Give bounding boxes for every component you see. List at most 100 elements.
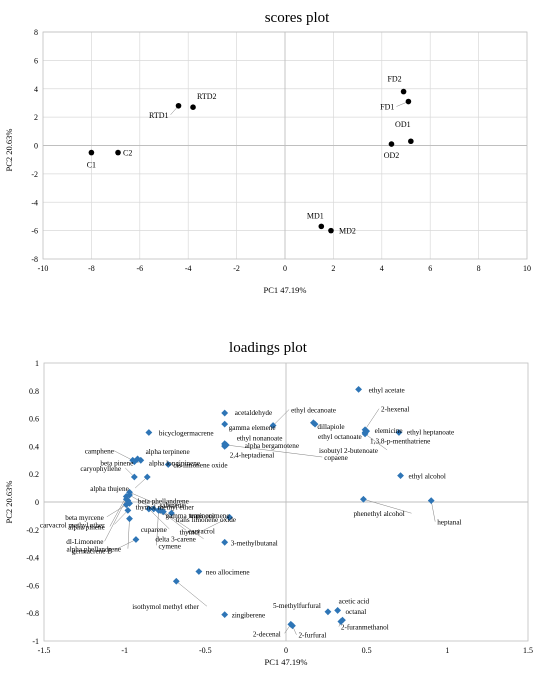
point-label-elemicine: elemicine (375, 427, 403, 435)
point-label-cuparene: cuparene (141, 526, 167, 534)
point-rtd2 (190, 104, 196, 110)
x-tick-label: 10 (523, 264, 531, 273)
point-carvacrol-methyl-ether (124, 506, 132, 514)
x-tick-label: 0.5 (362, 646, 372, 655)
y-tick-label: 1 (35, 359, 39, 368)
point-label-trans-limonene-oxide: trans limonene oxide (176, 516, 236, 524)
point-label-trans-ocimene: trans ocimene (189, 512, 229, 520)
point-ethyl-alcohol (397, 472, 404, 479)
point-label-acetic-acid: acetic acid (339, 597, 370, 605)
y-tick-label: 0.8 (29, 387, 39, 396)
point-label-beta-pinene: beta pinene (100, 460, 133, 468)
point-zingiberene (221, 611, 229, 618)
leader-alpha-pinene (109, 496, 127, 527)
point-ethyl-decanoate (269, 422, 277, 429)
point-label-rtd1: RTD1 (149, 111, 169, 120)
x-tick-label: 6 (428, 264, 432, 273)
point-label-beta-myrcene: beta myrcene (65, 514, 104, 522)
y-tick-label: 0 (35, 498, 39, 507)
point-beta-pinene (130, 458, 138, 466)
point-5-methylfurfural (324, 608, 332, 616)
y-tick-label: 0.4 (29, 442, 39, 451)
leader-ethyl-decanoate (272, 409, 290, 426)
point-isothymol-methyl-ether (172, 577, 180, 585)
point-acetic-acid (334, 607, 342, 614)
point-label-c1: C1 (87, 161, 96, 170)
point-label-od2: OD2 (384, 151, 400, 160)
point-label-ethyl-alcohol: ethyl alcohol (409, 473, 446, 481)
point-label-fd1: FD1 (380, 103, 394, 112)
point-ethyl-acetate (355, 386, 362, 393)
y-tick-label: 4 (34, 85, 38, 94)
point-isobutyl-2-butenoate (361, 430, 369, 438)
point-label-5-methylfurfural: 5-methylfurfural (273, 602, 321, 610)
point-label-alpha-thujene: alpha thujene (90, 485, 129, 493)
point-label-3-methylbutanal: 3-methylbutanal (231, 539, 278, 547)
x-tick-label: 8 (477, 264, 481, 273)
y-tick-label: 8 (34, 28, 38, 37)
loadings-point-labels: ethyl acetate acetaldehyde ethyl decanoate… (40, 386, 462, 639)
point-label-od1: OD1 (395, 120, 411, 129)
point-od1 (408, 138, 414, 145)
point-label-rtd2: RTD2 (197, 92, 217, 101)
point-label-md1: MD1 (307, 211, 324, 220)
x-tick-label: -1.5 (38, 646, 51, 655)
leader-alpha-phellandrene (127, 518, 130, 549)
y-tick-label: 2 (34, 113, 38, 122)
leader-carvacrol-methyl-ether (114, 510, 129, 525)
y-tick-label: 0 (34, 142, 38, 151)
point-label-zingiberene: zingiberene (232, 612, 266, 620)
point-germacrene-b (132, 536, 140, 543)
loadings-y-axis-label: PC2 20.63% (4, 481, 14, 524)
y-tick-label: -1 (32, 637, 39, 646)
point-label-neo-allocimene: neo allocimene (206, 569, 250, 577)
x-tick-label: 1.5 (523, 646, 533, 655)
leader-cymene (156, 510, 159, 546)
point-label-carvacrol-methyl-ether: carvacrol methyl ether (40, 521, 105, 529)
leader-cuparene (148, 508, 170, 530)
x-tick-label: -0.5 (199, 646, 212, 655)
x-tick-label: -2 (233, 264, 240, 273)
y-tick-label: -8 (31, 255, 38, 264)
leader-heptanal (430, 500, 436, 522)
point-label-carvacrol: carvacrol (188, 527, 215, 535)
y-tick-label: 0.2 (29, 470, 39, 479)
loadings-x-axis-label: PC1 47.19% (265, 657, 308, 667)
point-label-2-hexenal: 2-hexenal (381, 406, 409, 414)
y-tick-label: -2 (31, 170, 38, 179)
point-c2 (115, 149, 121, 156)
point-label-2-furanmethanol: 2-furanmethanol (341, 624, 389, 632)
x-tick-label: 0 (283, 264, 287, 273)
leader-copaene (226, 444, 323, 458)
scores-x-axis-label: PC1 47.19% (264, 285, 307, 295)
point-c1 (88, 149, 95, 156)
point-rtd1 (175, 102, 182, 109)
leader-phenethyl-alcohol (363, 498, 412, 514)
y-tick-label: 0.6 (29, 415, 39, 424)
loadings-plot: loadings plot -1.5 -1 -0.5 0 0.5 1 1.5-1-0.8-0… (4, 340, 533, 667)
point-cuparene (145, 505, 153, 513)
y-tick-label: -6 (31, 227, 38, 236)
point-heptanal (427, 497, 435, 505)
scores-leader-lines (170, 101, 409, 115)
point-alpha-longipinene (137, 456, 145, 464)
point-label-copaene: copaene (324, 454, 348, 462)
scores-title: scores plot (265, 10, 330, 26)
loadings-points (122, 386, 435, 630)
point-acetaldehyde (221, 409, 229, 417)
point-label-isothymol-methyl-ether: isothymol methyl ether (132, 603, 199, 611)
x-tick-label: 0 (284, 646, 288, 655)
point-label-ethyl-nonanoate: ethyl nonanoate (237, 435, 283, 443)
point-gamma-terpinene (126, 491, 133, 499)
point-label-1-3-8-p-menthatriene: 1,3,8-p-menthatriene (370, 438, 430, 446)
point-label-acetaldehyde: acetaldehyde (235, 409, 273, 417)
point-label-germacrene-b: germacrene B (72, 548, 112, 556)
leader-thymol (201, 517, 230, 532)
x-tick-label: -8 (88, 264, 95, 273)
point-label-cis-limonene-oxide: cis limonene oxide (173, 461, 227, 469)
point-cis-limonene-oxide (164, 461, 172, 468)
point-label-ethyl-octanoate: ethyl octanoate (318, 433, 362, 441)
